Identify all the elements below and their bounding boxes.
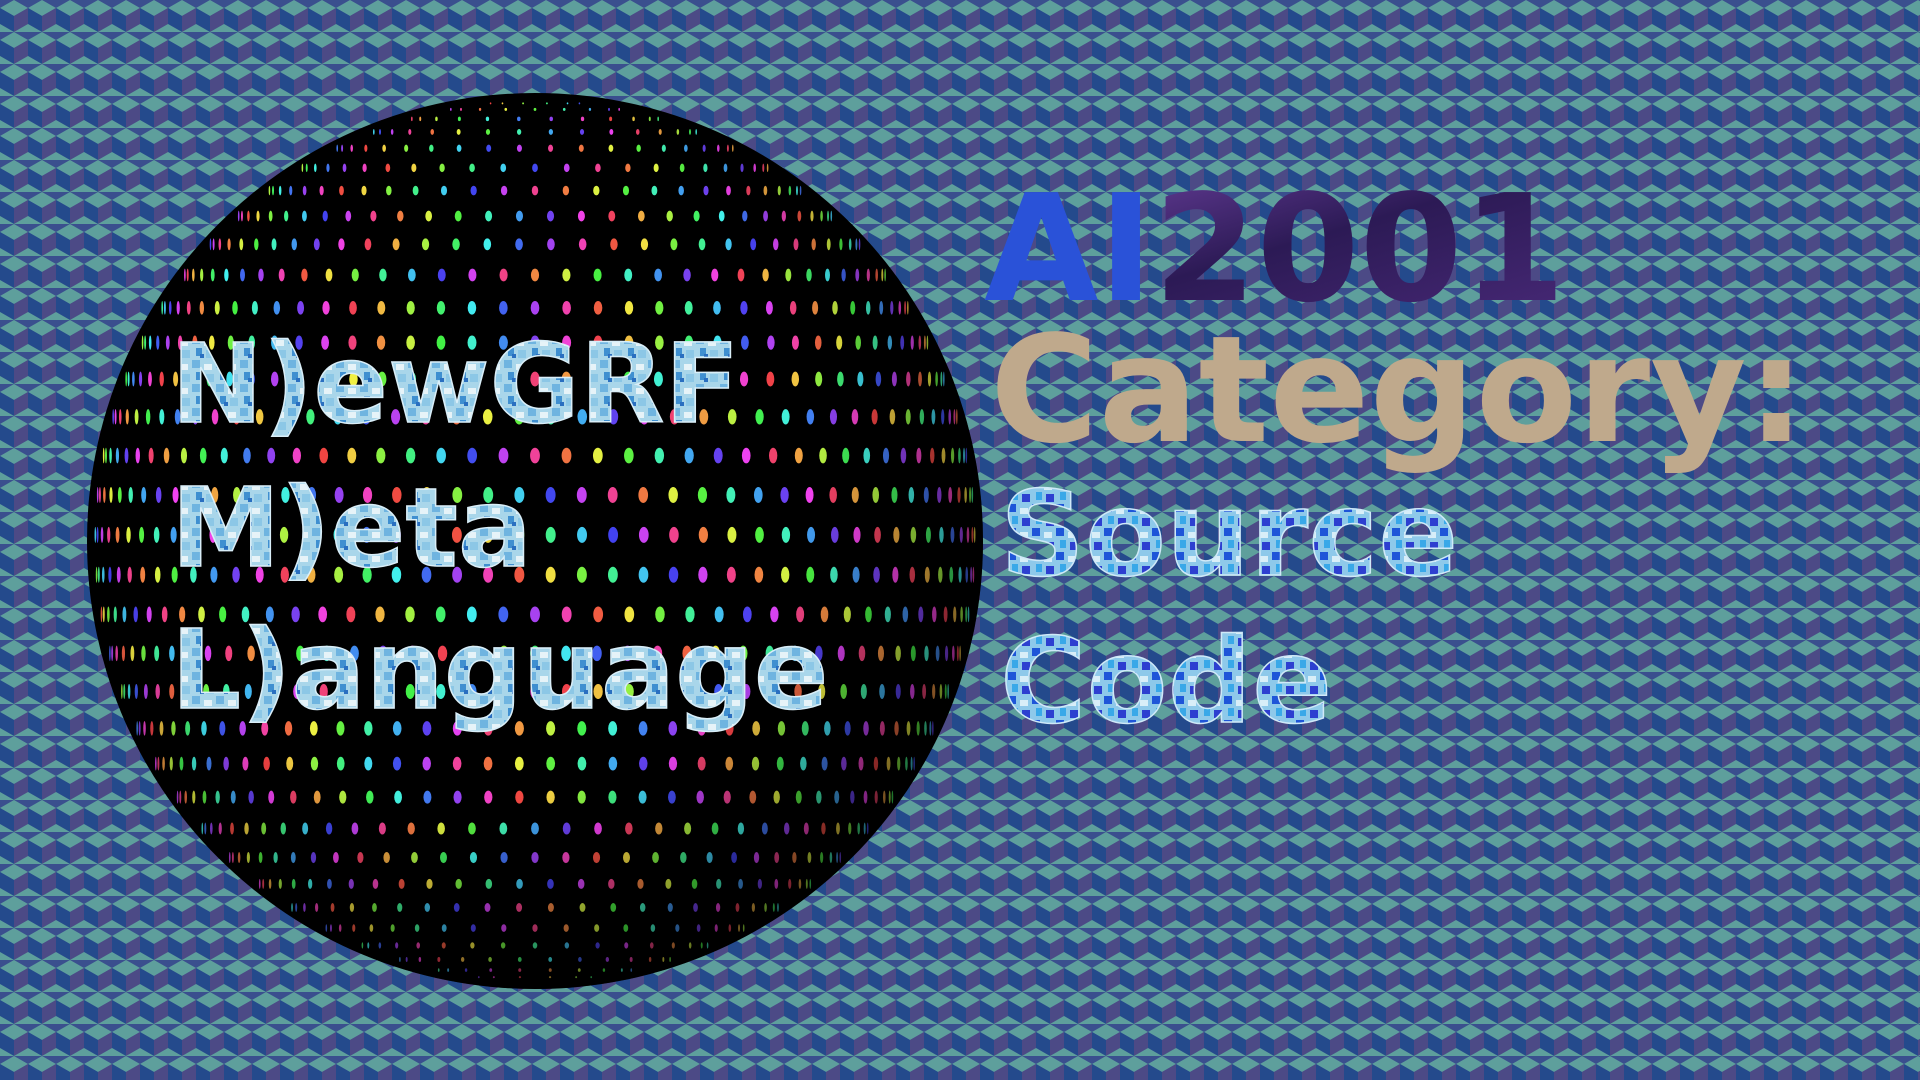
title-year: 2001: [1154, 163, 1566, 335]
title-brand: AI: [984, 163, 1154, 335]
sphere-line: L)anguage: [171, 606, 829, 734]
sphere-shade: [87, 93, 983, 989]
sphere-line: M)eta: [171, 464, 532, 592]
sphere-line: N)ewGRF: [171, 320, 740, 448]
category-value: Source: [1000, 465, 1458, 603]
title: AI2001: [984, 163, 1566, 335]
sphere-text: N)ewGRF M)eta L)anguage: [170, 319, 829, 735]
category-value: Code: [1000, 612, 1332, 750]
category-label: Category:: [990, 304, 1806, 476]
